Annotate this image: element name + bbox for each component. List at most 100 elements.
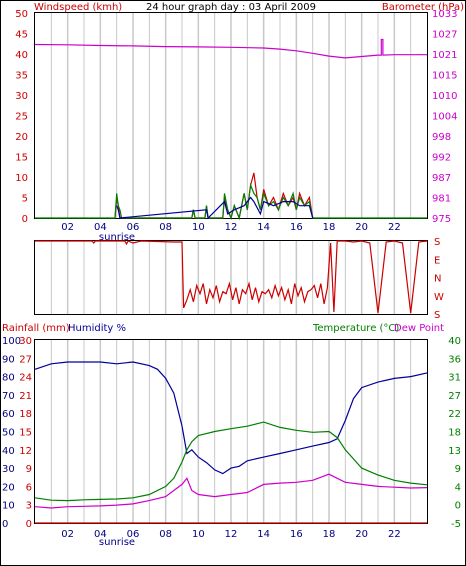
humidity-tick-label: 80 xyxy=(2,373,15,384)
temperature-axis-label: Temperature (°C) xyxy=(312,323,399,334)
x-tick-label: 02 xyxy=(61,529,74,540)
direction-label: S xyxy=(434,310,440,321)
x-tick-label: 10 xyxy=(192,529,205,540)
barometer-tick-label: 1010 xyxy=(432,91,457,102)
temperature-tick-label: 36 xyxy=(448,354,461,365)
humidity-tick-label: 50 xyxy=(2,428,15,439)
temperature-tick-label: 13 xyxy=(448,446,461,457)
barometer-tick-label: 998 xyxy=(432,132,451,143)
x-tick-label: 06 xyxy=(127,222,140,233)
barometer-tick-label: 1027 xyxy=(432,30,457,41)
windspeed-axis: 0 5 10 15 20 25 30 35 40 45 50 xyxy=(15,9,28,225)
direction-label: W xyxy=(434,292,444,303)
humidity-tick-label: 60 xyxy=(2,409,15,420)
rainfall-tick-label: 21 xyxy=(19,391,32,402)
humidity-axis-label: Humidity % xyxy=(68,323,126,334)
humidity-axis: 0 10 20 30 40 50 60 70 80 90 100 xyxy=(2,336,21,530)
barometer-tick-label: 1004 xyxy=(432,112,457,123)
x-tick-label: 08 xyxy=(159,529,172,540)
x-tick-label: 14 xyxy=(257,529,270,540)
x-tick-label: 18 xyxy=(323,529,336,540)
windspeed-tick-label: 35 xyxy=(15,71,28,82)
barometer-tick-label: 987 xyxy=(432,173,451,184)
rainfall-tick-label: 9 xyxy=(26,464,32,475)
rainfall-tick-label: 15 xyxy=(19,428,32,439)
direction-label: E xyxy=(434,255,440,266)
temperature-axis: -5 0 4 9 13 18 22 27 31 36 40 xyxy=(448,336,461,530)
rainfall-tick-label: 27 xyxy=(19,354,32,365)
temp-humidity-series xyxy=(34,361,428,524)
rainfall-tick-label: 24 xyxy=(19,373,32,384)
x-tick-label: 22 xyxy=(388,222,401,233)
rainfall-tick-label: 6 xyxy=(26,482,32,493)
wind-direction-series xyxy=(35,240,428,314)
windspeed-tick-label: 20 xyxy=(15,132,28,143)
barometer-tick-label: 981 xyxy=(432,194,451,205)
temperature-tick-label: 27 xyxy=(448,391,461,402)
series-temperature xyxy=(34,421,428,502)
windspeed-tick-label: 0 xyxy=(22,214,28,225)
windspeed-tick-label: 25 xyxy=(15,112,28,123)
windspeed-tick-label: 10 xyxy=(15,173,28,184)
windspeed-tick-label: 50 xyxy=(15,9,28,20)
x-tick-label: 18 xyxy=(323,222,336,233)
series-dew-point xyxy=(34,473,428,509)
rainfall-tick-label: 3 xyxy=(26,501,32,512)
x-tick-label: 08 xyxy=(159,222,172,233)
barometer-tick-label: 1033 xyxy=(432,9,457,20)
temperature-tick-label: 18 xyxy=(448,428,461,439)
series-wind-direction xyxy=(35,240,428,314)
temperature-tick-label: 4 xyxy=(455,482,461,493)
x-tick-label: 02 xyxy=(61,222,74,233)
wind-barometer-grid xyxy=(50,13,412,218)
rainfall-axis-label: Rainfall (mm) xyxy=(2,323,70,334)
series-barometer xyxy=(34,38,427,59)
rainfall-tick-label: 30 xyxy=(19,336,32,347)
temperature-tick-label: 40 xyxy=(448,336,461,347)
x-tick-label: 12 xyxy=(225,222,238,233)
humidity-tick-label: 90 xyxy=(2,354,15,365)
sunrise-label-bottom: sunrise xyxy=(99,537,135,548)
temperature-tick-label: 0 xyxy=(455,501,461,512)
sunrise-label: sunrise xyxy=(99,232,135,243)
rainfall-tick-label: 0 xyxy=(26,519,32,530)
x-tick-label: 16 xyxy=(290,529,303,540)
humidity-tick-label: 30 xyxy=(2,464,15,475)
x-tick-label: 10 xyxy=(192,222,205,233)
direction-label: S xyxy=(434,237,440,248)
windspeed-tick-label: 45 xyxy=(15,30,28,41)
humidity-tick-label: 0 xyxy=(2,519,8,530)
x-tick-label: 14 xyxy=(257,222,270,233)
windspeed-axis-label: Windspeed (kmh) xyxy=(34,2,122,13)
x-tick-label: 06 xyxy=(127,529,140,540)
wind-barometer-series xyxy=(34,38,427,221)
windspeed-tick-label: 15 xyxy=(15,153,28,164)
x-tick-label: 16 xyxy=(290,222,303,233)
humidity-tick-label: 40 xyxy=(2,446,15,457)
x-tick-label: 12 xyxy=(225,529,238,540)
barometer-tick-label: 1015 xyxy=(432,71,457,82)
barometer-tick-label: 1021 xyxy=(432,50,457,61)
x-tick-label: 04 xyxy=(94,222,107,233)
barometer-axis-label: Barometer (hPa) xyxy=(382,2,464,13)
temperature-tick-label: 9 xyxy=(455,464,461,475)
temperature-tick-label: -5 xyxy=(451,519,461,530)
series-average xyxy=(116,196,314,220)
barometer-axis: 975 981 987 992 998 1004 1010 1015 1021 1027 1033 xyxy=(432,9,457,225)
direction-label: N xyxy=(434,274,441,285)
temperature-tick-label: 31 xyxy=(448,373,461,384)
humidity-tick-label: 70 xyxy=(2,391,15,402)
dew-point-axis-label: Dew Point xyxy=(394,323,444,334)
x-tick-label: 20 xyxy=(355,222,368,233)
humidity-tick-label: 10 xyxy=(2,501,15,512)
rainfall-tick-label: 12 xyxy=(19,446,32,457)
windspeed-tick-label: 40 xyxy=(15,50,28,61)
x-tick-label: 20 xyxy=(355,529,368,540)
rainfall-axis: 0 3 6 9 12 15 18 21 24 27 30 xyxy=(19,336,32,530)
windspeed-tick-label: 30 xyxy=(15,91,28,102)
temperature-tick-label: 22 xyxy=(448,409,461,420)
humidity-tick-label: 100 xyxy=(2,336,21,347)
